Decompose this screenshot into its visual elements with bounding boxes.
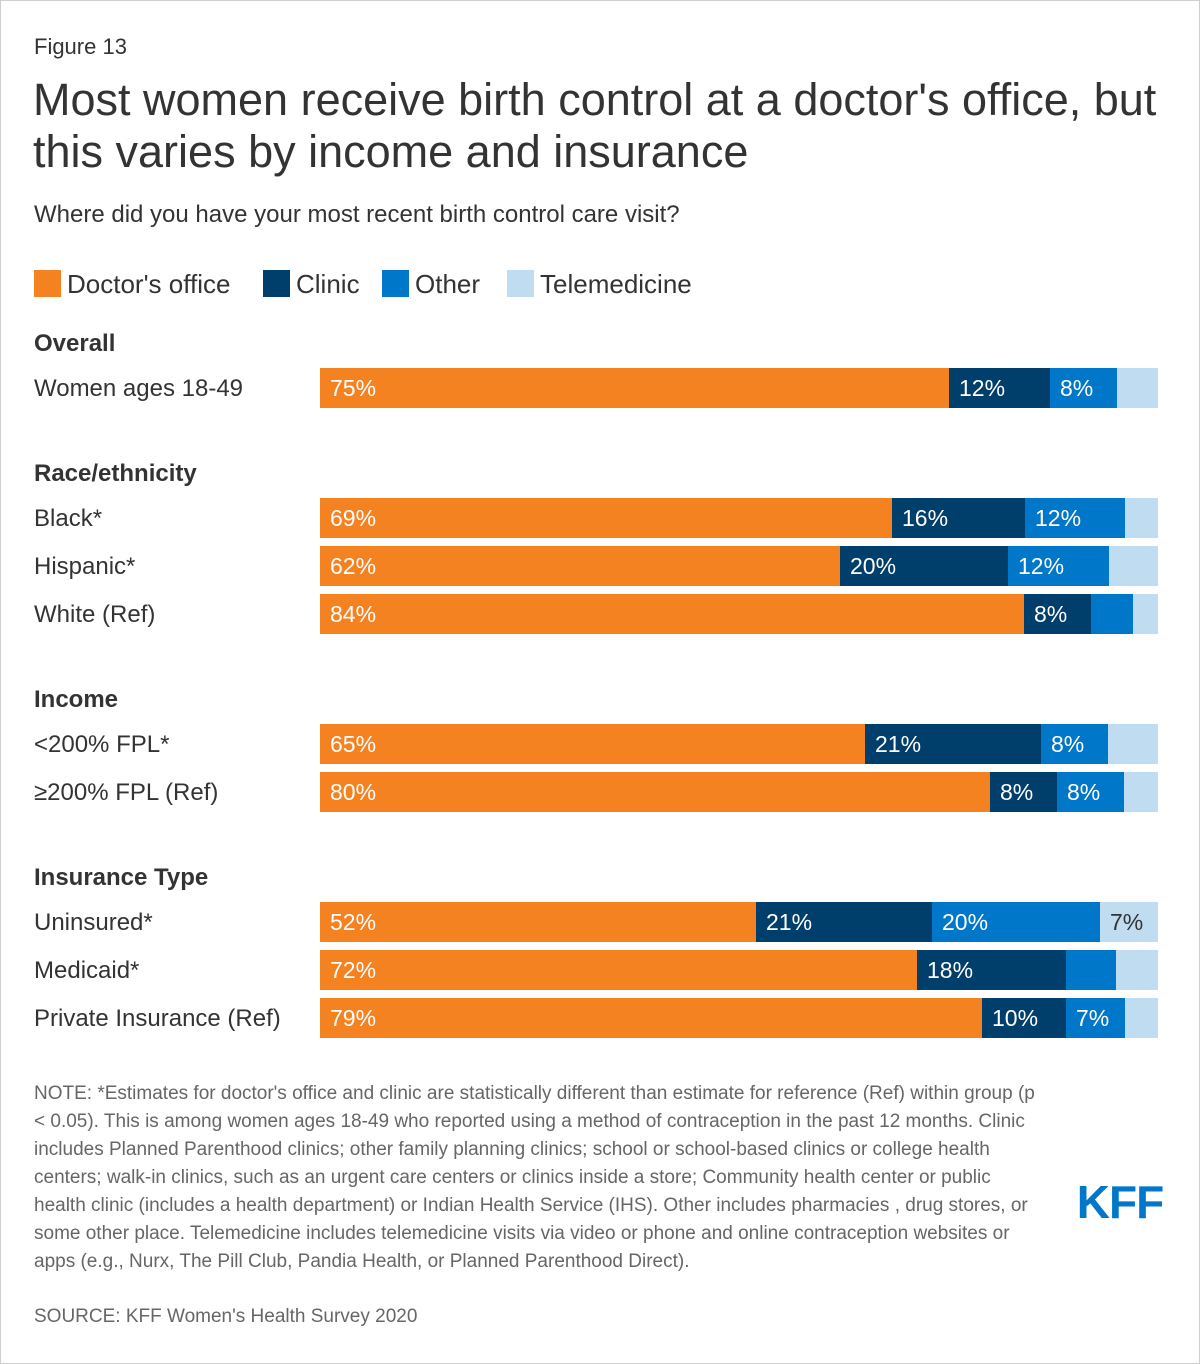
group-label: Income [34,686,119,713]
bar-segment-other: 12% [1008,546,1109,586]
data-label: 69% [330,505,377,531]
data-label: 84% [330,601,377,627]
data-label: 21% [875,731,922,757]
legend-swatch [34,270,61,297]
bar-segment-doctors-office: 52% [320,902,756,942]
bar-segment-other: 8% [1057,772,1124,812]
bar-segment-clinic: 8% [1024,594,1091,634]
legend-swatch [507,270,534,297]
bar-segment-telemedicine [1124,772,1158,812]
bar-segment-other: 7% [1066,998,1125,1038]
data-label: 52% [330,909,377,935]
bar-segment-clinic: 18% [917,950,1066,990]
bar-segment-doctors-office: 65% [320,724,865,764]
bar-segment-doctors-office: 80% [320,772,990,812]
bar-segment-clinic: 8% [990,772,1057,812]
bar-segment-other [1066,950,1116,990]
bar-segment-clinic: 21% [756,902,932,942]
bar-segment-telemedicine [1108,724,1158,764]
category-label: Private Insurance (Ref) [34,1005,281,1032]
legend-swatch [263,270,290,297]
bar-segment-other: 20% [932,902,1100,942]
group-label: Race/ethnicity [34,460,197,487]
data-label: 8% [1034,601,1068,627]
bar-segment-clinic: 21% [865,724,1041,764]
bar-segment-doctors-office: 69% [320,498,892,538]
source-note: SOURCE: KFF Women's Health Survey 2020 [34,1306,418,1327]
data-label: 79% [330,1005,377,1031]
bar-segment-telemedicine: 7% [1100,902,1158,942]
data-label: 20% [850,553,897,579]
bar-segment-telemedicine [1109,546,1158,586]
data-label: 7% [1110,909,1144,935]
bar-segment-clinic: 10% [982,998,1066,1038]
data-label: 65% [330,731,377,757]
data-label: 7% [1076,1005,1110,1031]
data-label: 80% [330,779,377,805]
data-label: 8% [1067,779,1101,805]
chart-title: Most women receive birth control at a do… [33,74,1157,177]
bar-segment-doctors-office: 62% [320,546,840,586]
data-label: 8% [1060,375,1094,401]
bar-segment-clinic: 20% [840,546,1008,586]
bar-segment-other: 8% [1050,368,1117,408]
legend-label: Doctor's office [67,269,231,299]
legend-label: Clinic [296,269,360,299]
category-label: Women ages 18-49 [34,375,244,402]
legend-label: Other [415,269,481,299]
bar-segment-clinic: 12% [949,368,1050,408]
data-label: 20% [942,909,989,935]
bar-segment-telemedicine [1133,594,1158,634]
bar-segment-doctors-office: 75% [320,368,949,408]
category-label: Medicaid* [34,957,140,984]
category-label: White (Ref) [34,601,156,628]
bar-segment-other [1091,594,1133,634]
bar-segment-telemedicine [1116,950,1158,990]
bar-segment-doctors-office: 79% [320,998,982,1038]
figure-number: Figure 13 [34,34,127,59]
data-label: 75% [330,375,377,401]
legend-label: Telemedicine [540,269,692,299]
footnote: NOTE: *Estimates for doctor's office and… [34,1083,1035,1272]
data-label: 12% [959,375,1006,401]
bar-segment-other: 8% [1041,724,1108,764]
kff-logo-text: KFF [1077,1176,1163,1226]
data-label: 16% [902,505,949,531]
bar-segment-other: 12% [1025,498,1125,538]
data-label: 21% [766,909,813,935]
data-label: 62% [330,553,377,579]
bar-segment-telemedicine [1125,998,1158,1038]
bar-segment-doctors-office: 72% [320,950,917,990]
data-label: 10% [992,1005,1039,1031]
data-label: 72% [330,957,377,983]
category-label: ≥200% FPL (Ref) [34,779,219,806]
category-label: <200% FPL* [34,731,170,758]
category-label: Black* [34,505,103,532]
bar-segment-telemedicine [1117,368,1158,408]
category-label: Uninsured* [34,909,153,936]
kff-logo: KFF [1077,1176,1164,1226]
data-label: 12% [1035,505,1082,531]
group-label: Insurance Type [34,864,209,891]
bar-segment-telemedicine [1125,498,1158,538]
category-label: Hispanic* [34,553,136,580]
bar-segment-clinic: 16% [892,498,1025,538]
data-label: 8% [1000,779,1034,805]
bar-segment-doctors-office: 84% [320,594,1024,634]
data-label: 12% [1018,553,1065,579]
data-label: 8% [1051,731,1085,757]
legend-swatch [382,270,409,297]
stacked-bar-chart: Overall Women ages 18-49 75% 12% 8% Race/ethn… [34,330,1158,1038]
group-label: Overall [34,330,116,357]
data-label: 18% [927,957,974,983]
chart-subtitle: Where did you have your most recent birt… [34,201,680,228]
